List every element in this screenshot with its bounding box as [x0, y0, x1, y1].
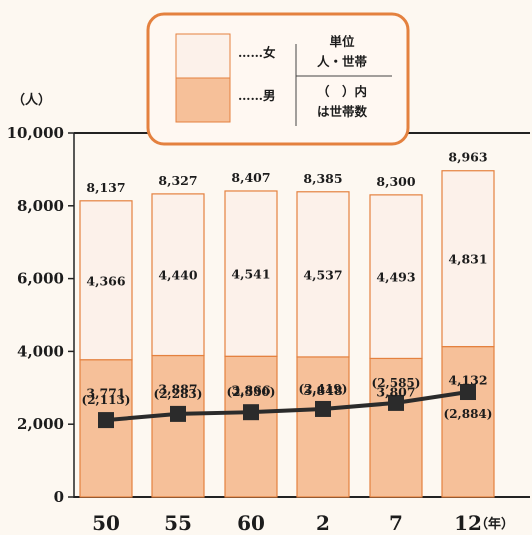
x-tick-label: 55: [164, 511, 192, 535]
female-value-label: 4,440: [158, 268, 197, 283]
y-tick-label: 4,000: [17, 342, 64, 360]
male-value-label: 3,887: [158, 382, 197, 397]
household-marker: [243, 404, 259, 421]
bar-male: [79, 359, 133, 498]
household-line: [98, 384, 476, 429]
y-ticks: 0 2,000 4,000 6,000 8,000 10,000: [7, 124, 74, 506]
household-label: (2,283): [154, 387, 203, 401]
y-tick-label: 6,000: [17, 270, 64, 288]
bar-male: [151, 354, 205, 498]
total-label: 8,327: [158, 173, 197, 188]
y-tick-label: 8,000: [17, 197, 64, 215]
total-label: 8,137: [86, 180, 125, 195]
bar-male: [296, 356, 350, 498]
female-value-label: 4,831: [448, 252, 487, 267]
y-tick-label: 10,000: [7, 124, 64, 142]
x-tick-label: 50: [92, 511, 120, 535]
legend-female-swatch: [175, 33, 231, 79]
bar-male: [441, 345, 495, 498]
legend-female-label: ……女: [238, 45, 276, 60]
bars: [79, 170, 495, 498]
legend-unit-line1: 単位: [329, 34, 355, 49]
male-value-label: 3,866: [231, 382, 270, 397]
bar-female: [296, 191, 350, 358]
total-label: 8,385: [303, 171, 342, 186]
bar-male: [369, 357, 423, 498]
household-marker: [98, 412, 114, 429]
y-tick-label: 2,000: [17, 415, 64, 433]
bar-female: [224, 190, 278, 357]
household-label: (2,884): [444, 407, 493, 421]
legend-unit-line2: 人・世帯: [317, 54, 368, 69]
household-label: (2,113): [82, 393, 131, 407]
x-tick-label: 7: [389, 511, 403, 535]
male-value-label: 3,771: [86, 386, 125, 401]
x-axis-title: （年）: [475, 516, 514, 532]
legend-male-swatch: [175, 77, 231, 123]
household-marker: [460, 384, 476, 401]
household-marker: [388, 394, 404, 411]
x-tick-label: 2: [316, 511, 330, 535]
bar-female: [441, 170, 495, 348]
bar-female: [369, 194, 423, 360]
data-labels: 8,137 4,366 3,771 8,327 4,440 3,887 8,407 4,541…: [82, 150, 493, 421]
y-axis-title: （人）: [12, 92, 51, 108]
x-tick-label: 12: [454, 511, 482, 535]
household-marker: [170, 405, 186, 422]
y-tick-label: 0: [54, 488, 64, 506]
household-line-path: [105, 390, 469, 423]
legend-note-line2: は世帯数: [317, 104, 368, 119]
household-label: (2,585): [372, 376, 421, 390]
household-label: (2,419): [299, 382, 348, 396]
bar-female: [151, 193, 205, 357]
household-marker: [315, 400, 331, 417]
female-value-label: 4,541: [231, 267, 270, 282]
x-ticks: 50 55 60 2 7 12: [92, 511, 482, 535]
male-value-label: 3,848: [303, 383, 342, 398]
female-value-label: 4,366: [86, 273, 125, 288]
female-value-label: 4,493: [376, 270, 415, 285]
x-tick-label: 60: [237, 511, 265, 535]
female-value-label: 4,537: [303, 267, 342, 282]
bar-female: [79, 200, 133, 361]
male-value-label: 3,807: [376, 384, 415, 399]
total-label: 8,963: [448, 150, 487, 165]
legend-male-label: ……男: [238, 88, 276, 103]
total-label: 8,407: [231, 170, 270, 185]
bar-male: [224, 355, 278, 498]
household-label: (2,330): [227, 385, 276, 399]
total-label: 8,300: [376, 174, 415, 189]
legend: ……女 ……男 単位 人・世帯 （ ）内 は世帯数: [146, 12, 410, 146]
legend-note-line1: （ ）内: [317, 84, 367, 99]
male-value-label: 4,132: [448, 373, 487, 388]
